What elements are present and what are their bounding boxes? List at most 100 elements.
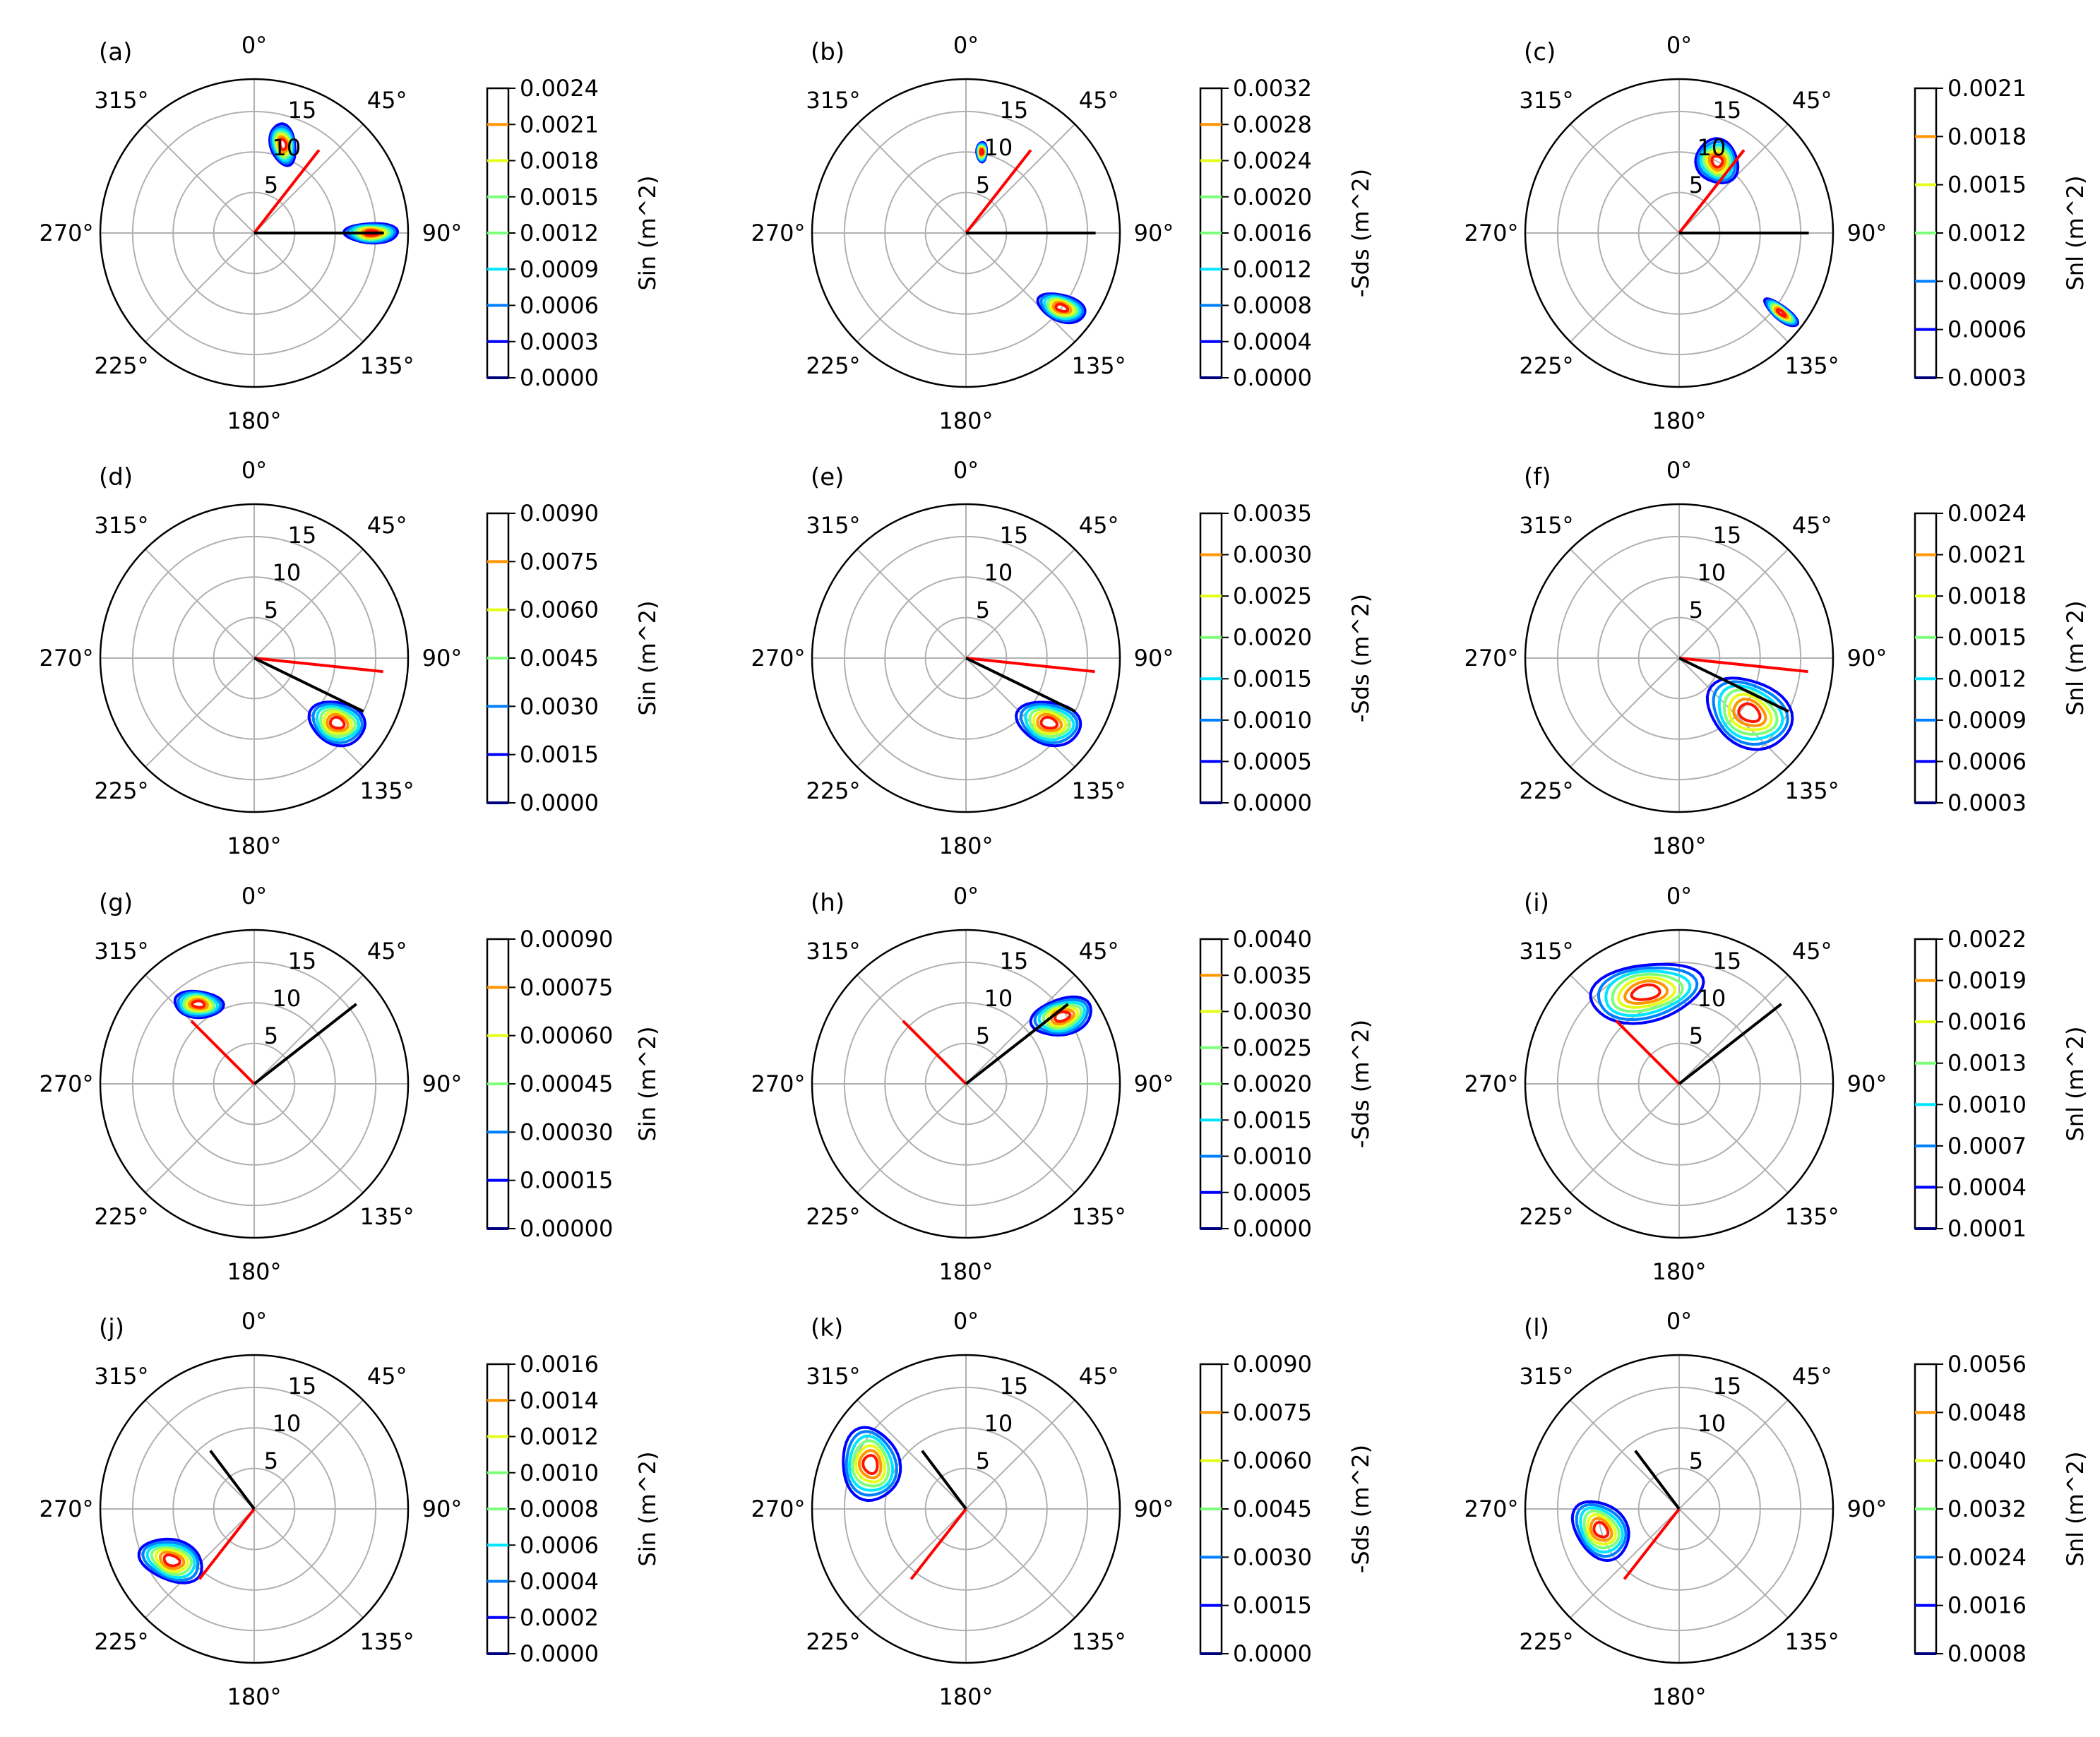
colorbar-label: Sin (m^2) [634, 1452, 661, 1567]
contour-line [1699, 143, 1734, 180]
angle-label: 180° [938, 1258, 993, 1285]
contour-line [275, 133, 291, 157]
colorbar-tick-label: 0.0010 [1947, 1091, 2027, 1118]
colorbar: 0.0024 0.0021 0.0018 0.0015 0.0012 0.0009 0.00… [1914, 500, 2089, 816]
angle-label: 0° [1666, 457, 1692, 484]
colorbar-tick-label: 0.0016 [1233, 220, 1312, 246]
angle-label: 225° [1519, 1203, 1573, 1230]
angle-label: 0° [241, 32, 267, 59]
panel-h: (h) 5 10 15 0° 45° 90° 135° 180° 225° 270° 315° 0.00… [751, 883, 1374, 1285]
angle-label: 225° [1519, 1628, 1573, 1655]
grid-spoke [1570, 657, 1680, 768]
colorbar-tick-label: 0.00000 [520, 1215, 613, 1242]
angle-label: 180° [1652, 832, 1706, 859]
black-direction-line [253, 657, 364, 713]
colorbar: 0.0024 0.0021 0.0018 0.0015 0.0012 0.0009 0.00… [486, 75, 661, 391]
grid-spoke [145, 1083, 255, 1193]
radial-tick-label: 10 [1698, 559, 1726, 586]
radial-tick-label: 10 [273, 559, 302, 586]
panel-f: (f) 5 10 15 0° 45° 90° 135° 180° 225° 270° 315° 0.00… [1464, 457, 2089, 859]
grid-spoke [1570, 1083, 1680, 1193]
grid-spoke [965, 124, 1075, 234]
radial-tick-label: 15 [1000, 522, 1029, 549]
colorbar-label: -Sds (m^2) [1347, 169, 1374, 297]
angle-label: 225° [1519, 777, 1573, 804]
angle-label: 0° [241, 1308, 267, 1335]
angle-label: 270° [1464, 1070, 1518, 1097]
grid-spoke [145, 232, 255, 342]
angle-label: 315° [94, 938, 148, 965]
colorbar-tick-label: 0.0008 [1233, 292, 1312, 319]
angle-label: 135° [1785, 777, 1839, 804]
angle-label: 45° [1079, 87, 1119, 114]
black-direction-line [209, 1450, 256, 1510]
angle-label: 315° [806, 512, 860, 539]
angle-label: 90° [1847, 1496, 1887, 1522]
contour-line [1775, 308, 1787, 318]
radial-tick-label: 10 [1698, 985, 1726, 1012]
contour-line [1028, 708, 1072, 739]
angle-label: 45° [1079, 938, 1119, 965]
grid-spoke [253, 549, 364, 659]
grid-spoke [965, 974, 1075, 1085]
colorbar-tick-label: 0.0045 [1233, 1496, 1312, 1522]
colorbar-tick-label: 0.0018 [1947, 583, 2027, 609]
angle-label: 270° [751, 220, 805, 246]
colorbar-tick-label: 0.0010 [520, 1460, 599, 1486]
angle-label: 180° [1652, 1683, 1706, 1710]
contour-line [315, 705, 361, 741]
contour-line [182, 994, 216, 1014]
angle-label: 180° [938, 407, 993, 434]
angle-label: 270° [751, 1070, 805, 1097]
angle-label: 315° [806, 1363, 860, 1390]
panel-label: (f) [1524, 463, 1551, 491]
panel-label: (l) [1524, 1314, 1549, 1342]
contour-line [851, 1439, 890, 1488]
radial-tick-label: 15 [1713, 948, 1742, 974]
contour-line [1582, 1509, 1621, 1550]
radial-tick-label: 5 [1689, 172, 1703, 198]
contour-line [1604, 969, 1692, 1017]
colorbar-tick-label: 0.0010 [1233, 707, 1312, 734]
grid-spoke [1570, 124, 1680, 234]
contour-line [1592, 1520, 1610, 1539]
grid-spoke [253, 974, 364, 1085]
colorbar-tick-label: 0.0021 [1947, 542, 2027, 568]
angle-label: 45° [367, 938, 407, 965]
contour-line [1705, 676, 1794, 751]
polar-frame [811, 929, 1121, 1239]
contour-line [319, 708, 357, 739]
colorbar-tick-label: 0.0040 [1233, 926, 1312, 953]
angle-label: 270° [39, 220, 93, 246]
red-direction-line [190, 1020, 256, 1085]
angle-label: 225° [94, 777, 148, 804]
radial-tick-label: 15 [1713, 97, 1742, 124]
colorbar-tick-label: 0.00045 [520, 1070, 613, 1097]
contour-line [273, 130, 292, 160]
polar-frame [99, 78, 410, 388]
colorbar-tick-label: 0.0022 [1947, 926, 2027, 953]
colorbar-tick-label: 0.0024 [1233, 148, 1312, 174]
angle-label: 0° [953, 457, 979, 484]
radial-tick-label: 5 [1689, 1448, 1703, 1474]
angle-label: 225° [806, 777, 860, 804]
colorbar-tick-label: 0.0019 [1947, 967, 2027, 994]
angle-label: 315° [94, 1363, 148, 1390]
colorbar-tick-label: 0.0016 [1947, 1592, 2027, 1619]
grid-spoke [1678, 549, 1789, 659]
colorbar-tick-label: 0.0048 [1947, 1399, 2027, 1426]
contour-line [1737, 702, 1762, 724]
grid-spoke [857, 657, 967, 768]
contour-line [1617, 976, 1677, 1009]
grid-spoke [145, 1399, 255, 1510]
grid-spoke [1678, 232, 1789, 342]
red-direction-line [965, 149, 1032, 234]
panel-l: (l) 5 10 15 0° 45° 90° 135° 180° 225° 270° 315° 0.00… [1464, 1308, 2089, 1710]
angle-label: 180° [227, 1258, 281, 1285]
angle-label: 0° [241, 883, 267, 909]
angle-label: 270° [751, 1496, 805, 1522]
angle-label: 45° [1079, 1363, 1119, 1390]
colorbar: 0.0090 0.0075 0.0060 0.0045 0.0030 0.0015 0.00… [486, 500, 661, 816]
angle-label: 90° [1134, 1070, 1174, 1097]
colorbar-tick-label: 0.0004 [1947, 1174, 2027, 1200]
